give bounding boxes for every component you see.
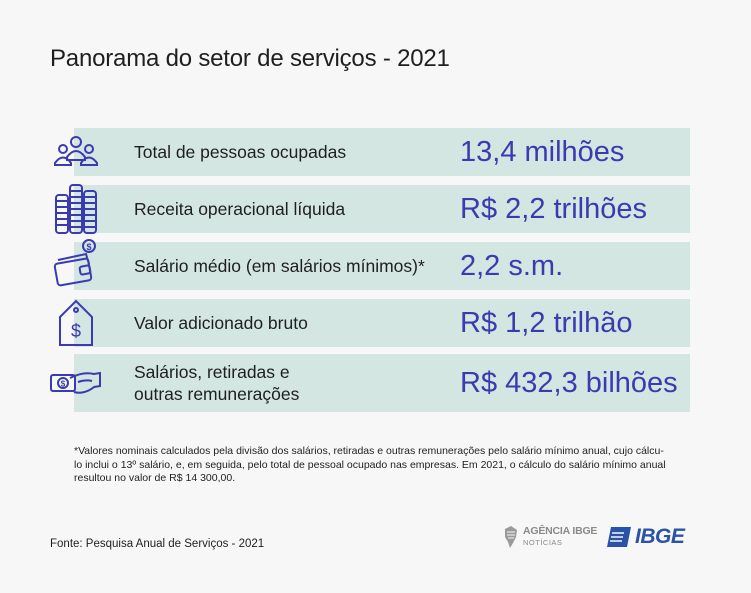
ibge-mark-icon (607, 527, 631, 547)
stat-value: 2,2 s.m. (460, 249, 564, 282)
ibge-logo-text: IBGE (635, 525, 685, 548)
agencia-ibge-logo: AGÊNCIA IBGE NOTÍCIAS (503, 524, 597, 550)
stat-row-people: Total de pessoas ocupadas 13,4 milhões (54, 128, 690, 176)
svg-text:$: $ (71, 321, 81, 341)
stat-label-line: Salários, retiradas e (134, 362, 290, 382)
stat-value: R$ 2,2 trilhões (460, 192, 647, 225)
stat-row-revenue: Receita operacional líquida R$ 2,2 trilh… (55, 184, 690, 234)
ibge-logo: IBGE (606, 523, 685, 551)
svg-text:$: $ (61, 380, 66, 389)
stat-row-value-added: $ Valor adicionado bruto R$ 1,2 trilhão (59, 299, 690, 347)
stat-label-line: outras remunerações (134, 384, 300, 404)
price-tag-icon: $ (50, 295, 102, 351)
stat-value: R$ 432,3 bilhões (460, 366, 678, 399)
source-note: Fonte: Pesquisa Anual de Serviços - 2021 (50, 538, 265, 550)
stat-label: Receita operacional líquida (134, 199, 346, 219)
stat-label: Salários, retiradas e outras remuneraçõe… (134, 354, 299, 412)
stat-row-wages: $ Salários, retiradas e outras remuneraç… (50, 354, 690, 412)
agencia-logo-line1: AGÊNCIA IBGE (523, 525, 598, 537)
stat-label: Salário médio (em salários mínimos)* (134, 256, 425, 276)
page-title: Panorama do setor de serviços - 2021 (50, 45, 450, 72)
coins-stack-icon (50, 181, 102, 237)
wallet-icon: $ (50, 234, 102, 290)
footnote: *Valores nominais calculados pela divisã… (74, 445, 694, 486)
brazil-map-icon (505, 526, 517, 548)
agencia-logo-line2: NOTÍCIAS (523, 538, 563, 547)
stat-row-salary: $ Salário médio (em salários mínimos)* 2… (53, 239, 690, 290)
footnote-line: lo inclui o 13º salário, e, em seguida, … (74, 458, 666, 471)
svg-text:$: $ (86, 242, 91, 252)
stat-label: Total de pessoas ocupadas (134, 142, 347, 162)
hand-money-icon: $ (48, 354, 104, 412)
stat-value: R$ 1,2 trilhão (460, 306, 633, 339)
stat-value: 13,4 milhões (460, 135, 625, 168)
footnote-line: *Valores nominais calculados pela divisã… (74, 445, 664, 457)
people-icon (50, 128, 102, 176)
stat-label: Valor adicionado bruto (134, 313, 308, 333)
footnote-line: resultou no valor de R$ 14 300,00. (74, 472, 236, 484)
